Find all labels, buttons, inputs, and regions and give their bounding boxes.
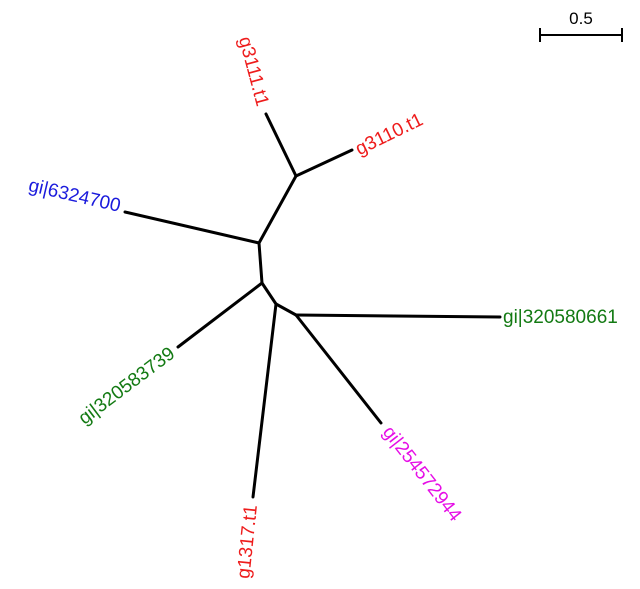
branch-gi320583739 <box>176 281 264 349</box>
leaf-label-gi254572944: gi|254572944 <box>378 422 466 526</box>
branch-gi320580661 <box>294 313 502 319</box>
branch-gi6324700 <box>123 210 261 245</box>
leaf-label-g3110: g3110.t1 <box>352 109 426 160</box>
scale-bar: 0.5 <box>539 9 623 42</box>
leaf-label-g1317: g1317.t1 <box>233 504 262 580</box>
branch-g3111 <box>264 112 298 178</box>
leaf-label-gi320583739: gi|320583739 <box>75 343 179 429</box>
branch-g1317 <box>251 302 278 499</box>
leaf-label-gi6324700: gi|6324700 <box>26 175 122 217</box>
branch-middle-node-to-lower-node <box>260 281 278 306</box>
branch-upper-node-to-middle-node <box>257 241 264 285</box>
branch-gi254572944 <box>294 313 383 425</box>
branch-lower-node-to-right-node <box>274 302 298 317</box>
leaf-label-gi320580661: gi|320580661 <box>503 307 618 328</box>
scale-bar-label: 0.5 <box>569 9 593 28</box>
branch-upper-node-to-g3111-node <box>257 174 298 245</box>
branch-g3110 <box>294 148 354 178</box>
leaf-label-g3111: g3111.t1 <box>234 34 273 108</box>
